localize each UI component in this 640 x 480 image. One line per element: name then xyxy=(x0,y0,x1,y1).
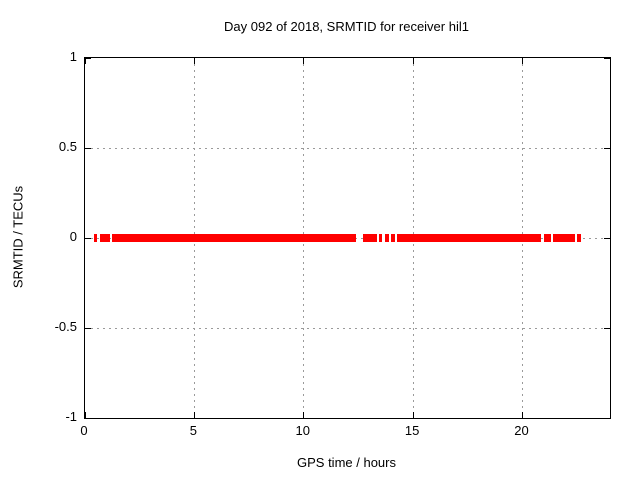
y-tick-label: 0 xyxy=(69,229,77,244)
data-segment xyxy=(93,234,98,242)
x-tick-label: 5 xyxy=(189,423,197,438)
data-segment xyxy=(391,234,395,242)
x-tick-label: 0 xyxy=(80,423,88,438)
x-tick-bottom xyxy=(84,412,86,418)
data-segment xyxy=(552,234,575,242)
y-tick-label: 0.5 xyxy=(58,139,77,154)
y-tick-right xyxy=(604,57,610,59)
y-tick-right xyxy=(604,327,610,329)
data-segment xyxy=(111,234,357,242)
x-tick-top xyxy=(412,58,414,64)
x-tick-label: 10 xyxy=(295,423,310,438)
y-gridline xyxy=(85,327,610,329)
x-tick-bottom xyxy=(303,412,305,418)
data-segment xyxy=(379,234,383,242)
x-tick-top xyxy=(193,58,195,64)
x-tick-bottom xyxy=(522,412,523,418)
plot-area xyxy=(84,57,611,419)
y-gridline xyxy=(85,147,610,149)
x-tick-top xyxy=(522,58,523,64)
data-segment xyxy=(543,234,551,242)
data-segment xyxy=(384,234,390,242)
x-tick-label: 20 xyxy=(514,423,529,438)
chart-title: Day 092 of 2018, SRMTID for receiver hil… xyxy=(224,19,469,34)
data-segment xyxy=(363,234,378,242)
x-tick-top xyxy=(303,58,305,64)
y-tick-right xyxy=(604,417,610,419)
x-tick-bottom xyxy=(412,412,414,418)
y-tick-right xyxy=(604,237,610,239)
y-tick-left xyxy=(85,237,91,239)
y-tick-left xyxy=(85,57,91,59)
x-tick-label: 15 xyxy=(404,423,420,438)
y-tick-left xyxy=(85,327,91,329)
y-tick-left xyxy=(85,147,91,149)
x-tick-bottom xyxy=(193,412,195,418)
x-axis-label: GPS time / hours xyxy=(297,455,396,470)
y-tick-label: -0.5 xyxy=(54,319,77,334)
x-tick-top xyxy=(84,58,86,64)
data-segment xyxy=(396,234,542,242)
y-tick-label: -1 xyxy=(65,409,77,424)
y-tick-label: 1 xyxy=(69,49,77,64)
y-tick-left xyxy=(85,417,91,419)
y-tick-right xyxy=(604,147,610,149)
data-segment xyxy=(576,234,581,242)
data-segment xyxy=(100,234,110,242)
